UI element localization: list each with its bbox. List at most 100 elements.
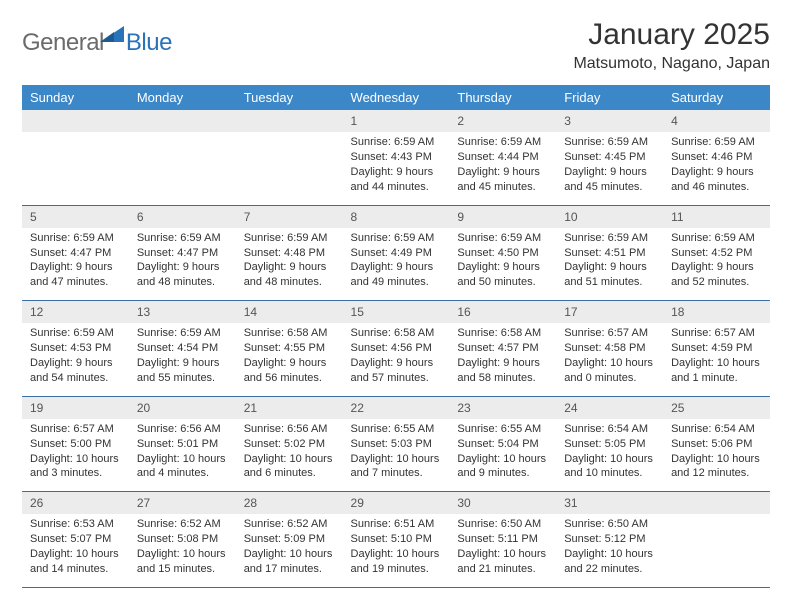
day-detail-cell: Sunrise: 6:59 AMSunset: 4:47 PMDaylight:… bbox=[129, 228, 236, 301]
sunrise-line: Sunrise: 6:56 AM bbox=[137, 422, 228, 437]
sunrise-line: Sunrise: 6:59 AM bbox=[351, 231, 442, 246]
weekday-header: Monday bbox=[129, 85, 236, 110]
sunrise-line: Sunrise: 6:58 AM bbox=[457, 326, 548, 341]
day-detail-cell bbox=[22, 132, 129, 205]
day-number-cell: 11 bbox=[663, 205, 770, 228]
sunset-line: Sunset: 5:09 PM bbox=[244, 532, 335, 547]
sunset-line: Sunset: 4:55 PM bbox=[244, 341, 335, 356]
day-detail-cell: Sunrise: 6:55 AMSunset: 5:04 PMDaylight:… bbox=[449, 419, 556, 492]
day-number-cell: 7 bbox=[236, 205, 343, 228]
daylight-line: Daylight: 10 hours and 12 minutes. bbox=[671, 452, 762, 482]
day-number-cell: 17 bbox=[556, 301, 663, 324]
sunrise-line: Sunrise: 6:59 AM bbox=[564, 231, 655, 246]
day-number-cell: 19 bbox=[22, 396, 129, 419]
day-number-cell: 1 bbox=[343, 110, 450, 132]
location-text: Matsumoto, Nagano, Japan bbox=[573, 55, 770, 73]
daylight-line: Daylight: 10 hours and 14 minutes. bbox=[30, 547, 121, 577]
day-number-cell: 4 bbox=[663, 110, 770, 132]
day-number-cell: 6 bbox=[129, 205, 236, 228]
weekday-header: Wednesday bbox=[343, 85, 450, 110]
day-number-cell: 12 bbox=[22, 301, 129, 324]
sunrise-line: Sunrise: 6:59 AM bbox=[30, 326, 121, 341]
day-detail-cell: Sunrise: 6:59 AMSunset: 4:48 PMDaylight:… bbox=[236, 228, 343, 301]
sunrise-line: Sunrise: 6:52 AM bbox=[137, 517, 228, 532]
day-number-row: 19202122232425 bbox=[22, 396, 770, 419]
sunrise-line: Sunrise: 6:59 AM bbox=[137, 231, 228, 246]
weekday-header: Saturday bbox=[663, 85, 770, 110]
sunset-line: Sunset: 4:59 PM bbox=[671, 341, 762, 356]
day-detail-row: Sunrise: 6:53 AMSunset: 5:07 PMDaylight:… bbox=[22, 514, 770, 587]
sunrise-line: Sunrise: 6:55 AM bbox=[457, 422, 548, 437]
day-detail-cell: Sunrise: 6:57 AMSunset: 4:59 PMDaylight:… bbox=[663, 323, 770, 396]
brand-part1: General bbox=[22, 29, 104, 57]
sunrise-line: Sunrise: 6:59 AM bbox=[137, 326, 228, 341]
day-number-cell bbox=[22, 110, 129, 132]
sunrise-line: Sunrise: 6:58 AM bbox=[244, 326, 335, 341]
weekday-header: Tuesday bbox=[236, 85, 343, 110]
daylight-line: Daylight: 9 hours and 45 minutes. bbox=[457, 165, 548, 195]
sunset-line: Sunset: 5:07 PM bbox=[30, 532, 121, 547]
daylight-line: Daylight: 9 hours and 51 minutes. bbox=[564, 260, 655, 290]
day-number-cell: 27 bbox=[129, 492, 236, 515]
daylight-line: Daylight: 9 hours and 45 minutes. bbox=[564, 165, 655, 195]
daylight-line: Daylight: 10 hours and 22 minutes. bbox=[564, 547, 655, 577]
day-number-cell: 28 bbox=[236, 492, 343, 515]
sunrise-line: Sunrise: 6:59 AM bbox=[351, 135, 442, 150]
daylight-line: Daylight: 9 hours and 55 minutes. bbox=[137, 356, 228, 386]
daylight-line: Daylight: 10 hours and 7 minutes. bbox=[351, 452, 442, 482]
sunset-line: Sunset: 4:47 PM bbox=[30, 246, 121, 261]
day-detail-cell: Sunrise: 6:59 AMSunset: 4:43 PMDaylight:… bbox=[343, 132, 450, 205]
calendar-page: General Blue January 2025 Matsumoto, Nag… bbox=[0, 0, 792, 606]
sunset-line: Sunset: 4:51 PM bbox=[564, 246, 655, 261]
title-block: January 2025 Matsumoto, Nagano, Japan bbox=[573, 18, 770, 73]
day-number-cell: 2 bbox=[449, 110, 556, 132]
day-detail-row: Sunrise: 6:59 AMSunset: 4:43 PMDaylight:… bbox=[22, 132, 770, 205]
daylight-line: Daylight: 10 hours and 9 minutes. bbox=[457, 452, 548, 482]
daylight-line: Daylight: 10 hours and 3 minutes. bbox=[30, 452, 121, 482]
day-detail-row: Sunrise: 6:57 AMSunset: 5:00 PMDaylight:… bbox=[22, 419, 770, 492]
day-number-cell: 30 bbox=[449, 492, 556, 515]
sunset-line: Sunset: 4:46 PM bbox=[671, 150, 762, 165]
day-detail-cell: Sunrise: 6:59 AMSunset: 4:47 PMDaylight:… bbox=[22, 228, 129, 301]
day-number-cell: 10 bbox=[556, 205, 663, 228]
day-detail-cell: Sunrise: 6:59 AMSunset: 4:54 PMDaylight:… bbox=[129, 323, 236, 396]
calendar-grid: Sunday Monday Tuesday Wednesday Thursday… bbox=[22, 85, 770, 588]
sunset-line: Sunset: 4:44 PM bbox=[457, 150, 548, 165]
month-title: January 2025 bbox=[573, 18, 770, 51]
day-number-cell: 31 bbox=[556, 492, 663, 515]
day-number-cell: 14 bbox=[236, 301, 343, 324]
daylight-line: Daylight: 10 hours and 21 minutes. bbox=[457, 547, 548, 577]
sunset-line: Sunset: 5:04 PM bbox=[457, 437, 548, 452]
day-detail-cell: Sunrise: 6:59 AMSunset: 4:50 PMDaylight:… bbox=[449, 228, 556, 301]
brand-triangle-icon bbox=[100, 24, 124, 47]
sunrise-line: Sunrise: 6:56 AM bbox=[244, 422, 335, 437]
daylight-line: Daylight: 10 hours and 1 minute. bbox=[671, 356, 762, 386]
day-number-cell: 15 bbox=[343, 301, 450, 324]
day-detail-cell: Sunrise: 6:51 AMSunset: 5:10 PMDaylight:… bbox=[343, 514, 450, 587]
day-detail-cell: Sunrise: 6:59 AMSunset: 4:51 PMDaylight:… bbox=[556, 228, 663, 301]
sunrise-line: Sunrise: 6:57 AM bbox=[564, 326, 655, 341]
sunrise-line: Sunrise: 6:55 AM bbox=[351, 422, 442, 437]
sunrise-line: Sunrise: 6:59 AM bbox=[30, 231, 121, 246]
weekday-header: Sunday bbox=[22, 85, 129, 110]
daylight-line: Daylight: 10 hours and 6 minutes. bbox=[244, 452, 335, 482]
day-detail-cell: Sunrise: 6:57 AMSunset: 5:00 PMDaylight:… bbox=[22, 419, 129, 492]
sunset-line: Sunset: 4:49 PM bbox=[351, 246, 442, 261]
sunset-line: Sunset: 5:00 PM bbox=[30, 437, 121, 452]
day-number-row: 567891011 bbox=[22, 205, 770, 228]
sunset-line: Sunset: 4:52 PM bbox=[671, 246, 762, 261]
sunrise-line: Sunrise: 6:50 AM bbox=[564, 517, 655, 532]
weekday-header: Friday bbox=[556, 85, 663, 110]
day-detail-cell: Sunrise: 6:53 AMSunset: 5:07 PMDaylight:… bbox=[22, 514, 129, 587]
sunset-line: Sunset: 4:50 PM bbox=[457, 246, 548, 261]
sunrise-line: Sunrise: 6:54 AM bbox=[564, 422, 655, 437]
day-number-cell bbox=[236, 110, 343, 132]
day-number-cell: 16 bbox=[449, 301, 556, 324]
day-number-cell bbox=[663, 492, 770, 515]
daylight-line: Daylight: 9 hours and 46 minutes. bbox=[671, 165, 762, 195]
day-number-cell: 9 bbox=[449, 205, 556, 228]
daylight-line: Daylight: 9 hours and 54 minutes. bbox=[30, 356, 121, 386]
day-detail-cell: Sunrise: 6:58 AMSunset: 4:57 PMDaylight:… bbox=[449, 323, 556, 396]
sunset-line: Sunset: 5:05 PM bbox=[564, 437, 655, 452]
daylight-line: Daylight: 9 hours and 48 minutes. bbox=[137, 260, 228, 290]
